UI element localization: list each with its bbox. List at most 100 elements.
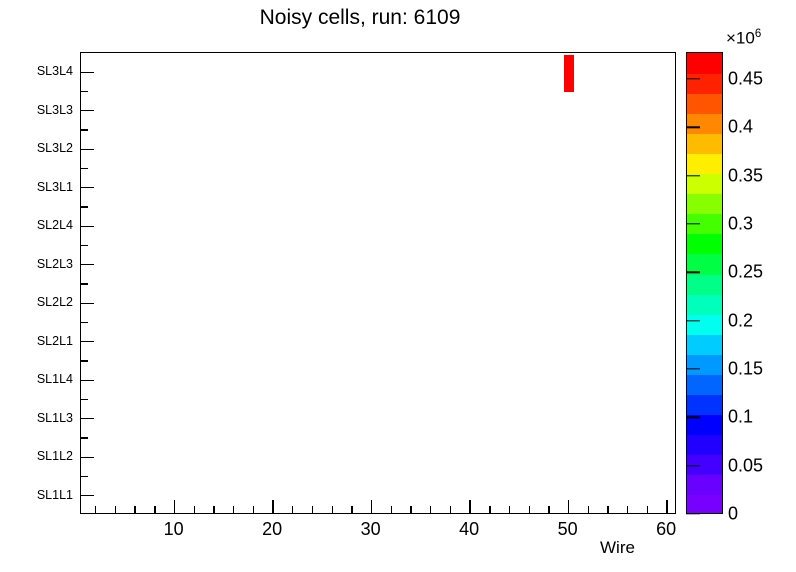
colorbar-band [687, 193, 722, 215]
x-axis-title: Wire [600, 538, 635, 557]
y-axis-label-sl3l4: SL3L4 [36, 64, 73, 79]
colorbar-band [687, 173, 722, 195]
x-axis-tick-label-40: 40 [459, 519, 480, 539]
page-title: Noisy cells, run: 6109 [259, 6, 461, 29]
x-axis-minor-tick [154, 506, 156, 513]
x-axis-tick [173, 500, 176, 513]
colorbar-band [687, 354, 722, 375]
colorbar-band [687, 113, 722, 134]
colorbar-scale: 0.45 0.4 0.35 0.3 0.25 0.2 0.15 0.1 0.05 0 [686, 52, 796, 524]
x-axis-minor-tick [232, 506, 235, 513]
x-axis-minor-tick [607, 506, 609, 513]
y-axis-minor-tick [81, 398, 88, 401]
y-axis-minor-tick [81, 475, 88, 478]
x-axis-minor-tick [252, 506, 255, 513]
y-axis-label-sl3l1: SL3L1 [36, 179, 73, 194]
x-axis-minor-tick [95, 506, 97, 513]
y-axis-minor-tick [81, 206, 88, 208]
y-axis-tick [81, 148, 94, 150]
colorbar-band [687, 233, 722, 255]
colorbar-band [687, 394, 722, 416]
x-axis-minor-tick [134, 506, 136, 513]
colorbar-band [687, 253, 722, 275]
colorbar-exponent-label: ×106 [726, 28, 761, 49]
heatmap-plot-area[interactable] [81, 53, 675, 513]
x-axis-tick-label-50: 50 [557, 519, 578, 539]
y-axis-label-sl3l2: SL3L2 [36, 141, 73, 156]
colorbar-tick [686, 223, 700, 225]
colorbar-tick [686, 271, 700, 273]
heatmap-cell[interactable] [563, 54, 574, 92]
colorbar-band [687, 213, 722, 235]
y-axis-tick [81, 110, 94, 112]
x-axis-tick-label-20: 20 [262, 519, 283, 539]
colorbar-tick [686, 319, 700, 322]
y-axis-minor-tick [81, 321, 88, 324]
x-axis-minor-tick [351, 506, 353, 513]
x-axis-minor-tick [213, 506, 215, 513]
colorbar-tick-label-0.25: 0.25 [728, 261, 764, 282]
x-axis-minor-tick [489, 506, 491, 513]
x-axis-tick-label-10: 10 [163, 519, 184, 539]
colorbar-gradient [686, 52, 723, 514]
colorbar-band [687, 374, 722, 396]
colorbar-band [687, 454, 722, 476]
colorbar-band [687, 273, 722, 295]
colorbar-tick-label-0.35: 0.35 [728, 165, 764, 185]
y-axis-minor-tick [81, 90, 88, 93]
x-axis-minor-tick [646, 506, 649, 513]
x-axis-tick-labels: 10 20 30 40 50 60 [80, 519, 677, 545]
y-axis-label-sl3l3: SL3L3 [36, 102, 73, 117]
colorbar-tick [686, 368, 700, 370]
x-axis-tick-label-30: 30 [360, 519, 381, 539]
colorbar-band [687, 494, 722, 513]
colorbar-tick-label-0: 0 [728, 503, 739, 524]
colorbar-band [687, 474, 722, 496]
colorbar-tick-label-0.45: 0.45 [728, 68, 764, 89]
x-axis-minor-tick [528, 506, 530, 513]
y-axis-label-sl1l2: SL1L2 [36, 449, 73, 464]
y-axis-labels: SL3L4 SL3L3 SL3L2 SL3L1 SL2L4 SL2L3 SL2L2 SL2L1… [0, 52, 73, 514]
colorbar-band [687, 153, 722, 175]
x-axis-tick-label-60: 60 [656, 519, 677, 539]
colorbar-band [687, 334, 722, 355]
y-axis-tick [81, 379, 94, 381]
colorbar-band [687, 314, 722, 335]
x-axis-minor-tick [587, 506, 590, 513]
colorbar-band [687, 53, 722, 74]
colorbar-band [687, 294, 722, 315]
x-axis-tick [370, 500, 373, 513]
y-axis-label-sl2l3: SL2L3 [36, 256, 73, 271]
y-axis-minor-tick [81, 167, 88, 170]
y-axis-minor-tick [81, 360, 88, 362]
y-axis-tick [81, 418, 94, 420]
y-axis-minor-tick [81, 244, 88, 247]
x-axis-tick [469, 500, 471, 513]
x-axis-minor-tick [311, 506, 314, 513]
x-axis-minor-tick [331, 506, 333, 513]
colorbar-tick-label-0.4: 0.4 [728, 116, 754, 137]
plot-frame [80, 52, 676, 514]
colorbar-exponent-power: 6 [754, 28, 762, 40]
y-axis-tick [81, 264, 94, 266]
x-axis-tick [666, 500, 668, 513]
y-axis-tick [81, 341, 94, 343]
colorbar-band [687, 414, 722, 436]
y-axis-label-sl2l1: SL2L1 [36, 333, 73, 348]
x-axis-minor-tick [508, 506, 511, 513]
x-axis-minor-tick [292, 506, 294, 513]
y-axis-tick [81, 302, 94, 304]
x-axis-tick [272, 500, 274, 513]
y-axis-tick [81, 225, 94, 227]
colorbar-tick-label-0.2: 0.2 [728, 310, 754, 331]
colorbar-tick-label-0.05: 0.05 [728, 455, 764, 476]
colorbar-exponent-mantissa: ×10 [726, 28, 755, 48]
y-axis-label-sl2l4: SL2L4 [36, 218, 73, 233]
colorbar-tick-label-0.15: 0.15 [728, 358, 764, 379]
x-axis-minor-tick [548, 506, 550, 513]
colorbar-band [687, 434, 722, 456]
colorbar [686, 52, 723, 514]
x-axis-minor-tick [449, 506, 452, 513]
x-axis-minor-tick [390, 506, 392, 513]
colorbar-tick [686, 464, 700, 467]
